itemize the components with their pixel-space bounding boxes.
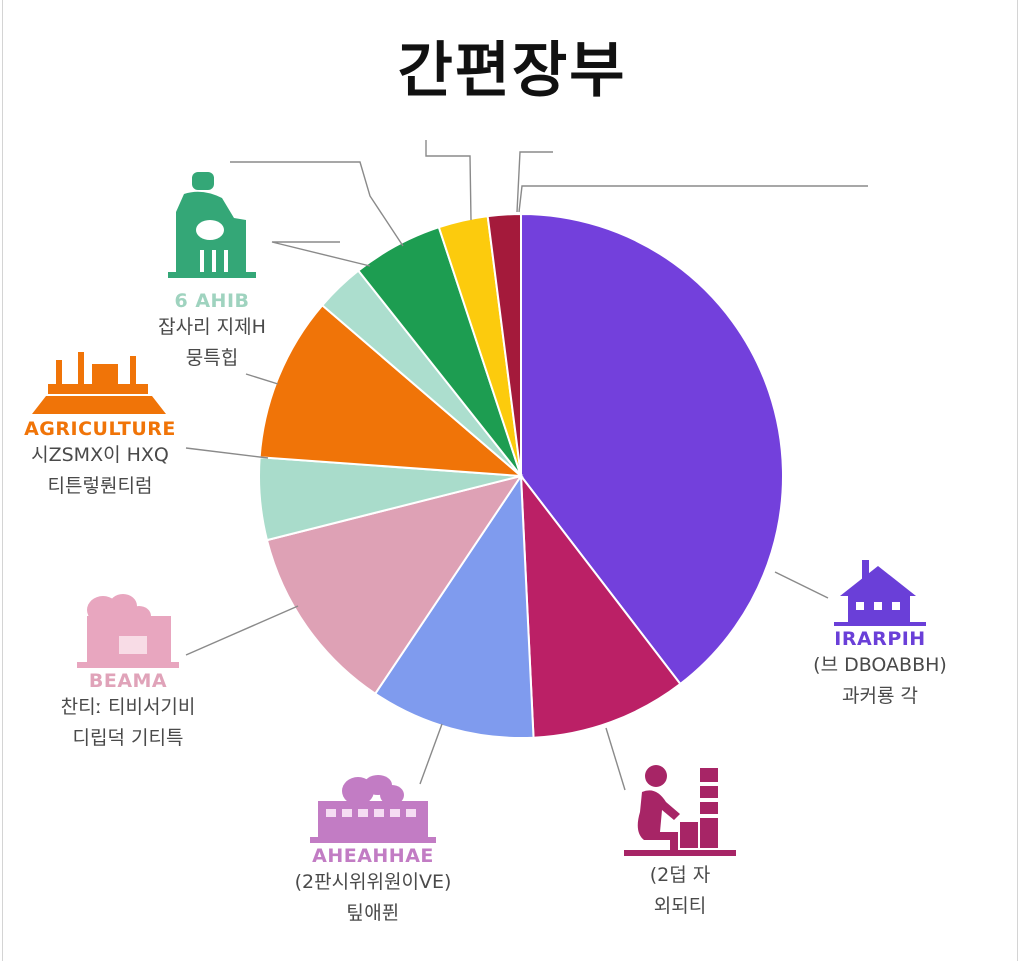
label-line-2: 과커룡 각 [842, 685, 918, 707]
label-periwinkle: AHEAHHAE (2판시위위원이VE) 팊애퓐 [268, 775, 478, 929]
leader-line [425, 140, 472, 221]
label-line-2: 뭉특힙 [185, 347, 239, 369]
leader-line [271, 241, 371, 267]
pie-slice [486, 212, 522, 477]
label-name: AGRICULTURE [24, 418, 176, 440]
label-name: BEAMA [88, 670, 168, 692]
label-line-1: 잡사리 지제H [158, 316, 266, 338]
label-name: IRARPIH [834, 628, 926, 650]
leader-line [185, 605, 299, 656]
pie-slice [258, 303, 524, 478]
label-line-2: 팊애퓐 [346, 902, 400, 924]
pie-slice [373, 472, 535, 739]
chart-title: 간편장부 [397, 36, 627, 106]
label-magenta: (2덥 자 외되티 [580, 762, 780, 922]
factory-house-icon [834, 560, 926, 626]
leader-line [185, 447, 269, 459]
pie-slice [519, 472, 682, 739]
leader-line [419, 723, 443, 785]
leader-line [605, 727, 626, 791]
label-pink: BEAMA 찬티ː 티비서기비 디립덕 기티특 [28, 592, 228, 754]
label-orange: AGRICULTURE 시ZSMX이 HXQ 티튼렇뤈티럼 [0, 342, 200, 502]
label-line-1: (2판시위위원이VE) [294, 871, 452, 893]
worker-chimney-icon [624, 765, 736, 856]
label-line-2: 티튼렇뤈티럼 [47, 475, 153, 497]
label-purple: IRARPIH (브 DBOABBH) 과커룡 각 [770, 560, 990, 712]
farmer-icon [168, 172, 256, 278]
barn-factory-icon [32, 352, 166, 414]
leader-line [230, 161, 404, 247]
building-cloud-icon [310, 775, 436, 843]
label-line-2: 디립덕 기티특 [72, 727, 184, 749]
label-name: 6 AHIB [174, 290, 250, 312]
pie-slice [265, 474, 524, 696]
label-line-1: 시ZSMX이 HXQ [31, 444, 169, 466]
label-line-1: 찬티ː 티비서기비 [60, 696, 196, 718]
leader-line [516, 151, 553, 213]
pie-slice [520, 212, 784, 686]
label-line-1: (브 DBOABBH) [813, 654, 947, 676]
factory-cloud-icon [77, 594, 179, 668]
label-name: AHEAHHAE [312, 845, 434, 867]
pie-slices [258, 212, 784, 739]
label-line-1: (2덥 자 [649, 864, 711, 886]
leader-line [245, 373, 279, 385]
leader-lines [185, 140, 868, 791]
leader-line [774, 571, 829, 599]
label-line-2: 외되티 [653, 895, 707, 917]
leader-line [518, 185, 868, 213]
label-mint: 6 AHIB 잡사리 지제H 뭉특힙 [112, 172, 312, 374]
